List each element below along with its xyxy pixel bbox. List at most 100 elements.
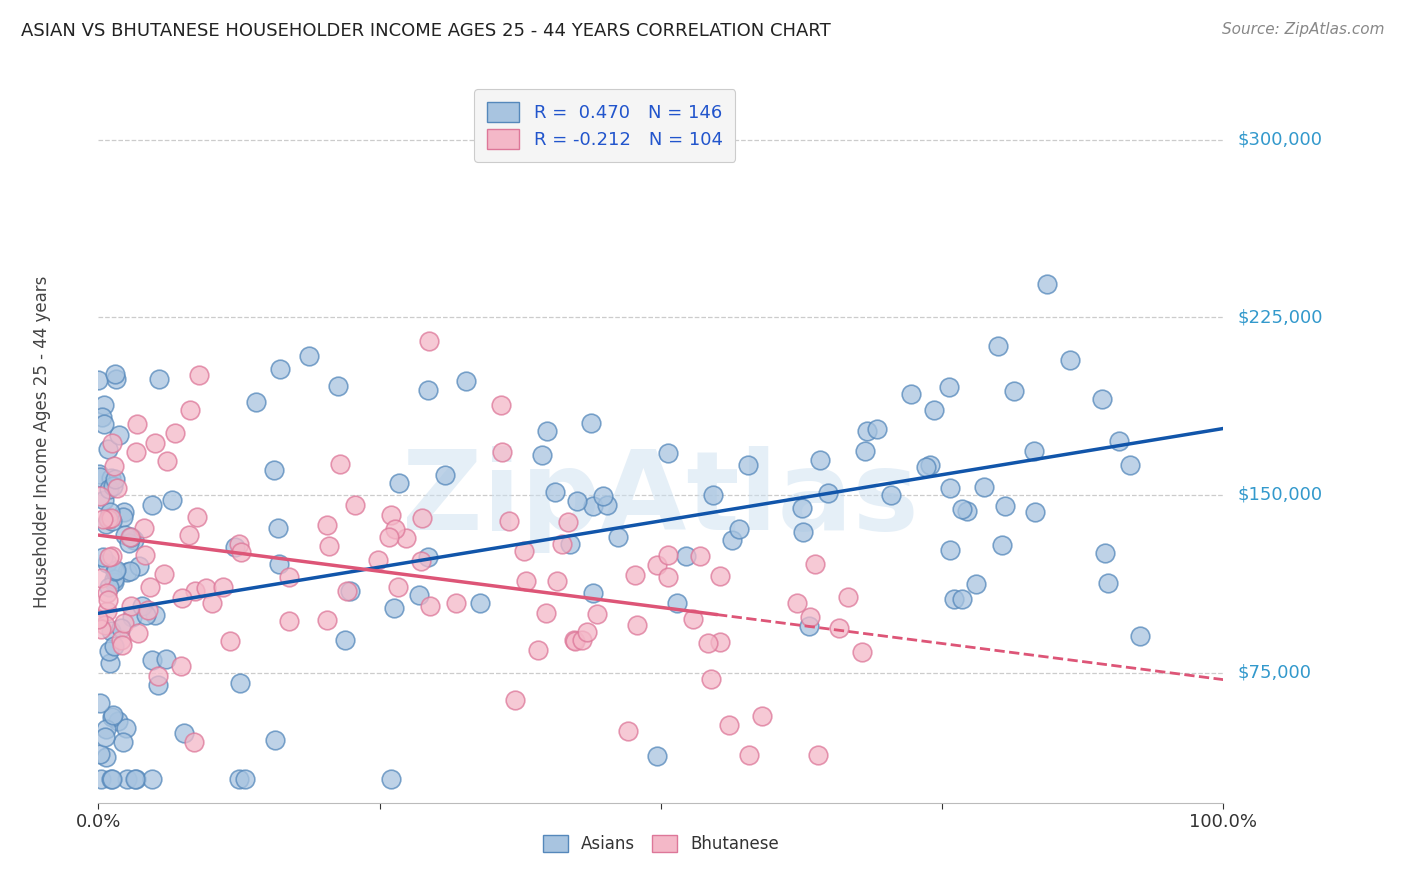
Point: [737, 458, 759, 472]
Point: [579, 416, 602, 430]
Point: [267, 521, 290, 535]
Point: [557, 515, 579, 529]
Point: [188, 368, 211, 383]
Point: [124, 772, 146, 786]
Point: [918, 458, 941, 472]
Point: [90, 622, 112, 636]
Point: [124, 533, 146, 548]
Point: [97, 581, 120, 595]
Point: [606, 530, 628, 544]
Point: [828, 622, 851, 636]
Point: [880, 487, 903, 501]
Point: [112, 505, 135, 519]
Point: [333, 632, 356, 647]
Point: [792, 500, 814, 515]
Point: [139, 580, 162, 594]
Point: [146, 678, 169, 692]
Point: [229, 676, 252, 690]
Point: [100, 549, 122, 563]
Point: [201, 596, 224, 610]
Point: [94, 722, 117, 736]
Point: [1097, 576, 1119, 591]
Point: [853, 443, 876, 458]
Point: [1108, 434, 1130, 448]
Point: [100, 471, 122, 485]
Point: [408, 588, 430, 602]
Point: [211, 580, 233, 594]
Point: [950, 591, 973, 606]
Point: [112, 509, 135, 524]
Point: [162, 492, 184, 507]
Point: [808, 453, 831, 467]
Text: $150,000: $150,000: [1237, 486, 1322, 504]
Point: [709, 635, 731, 649]
Point: [117, 565, 139, 579]
Point: [900, 387, 922, 401]
Point: [856, 424, 879, 438]
Point: [277, 614, 299, 628]
Point: [380, 508, 402, 522]
Point: [94, 516, 117, 531]
Point: [277, 570, 299, 584]
Point: [418, 550, 440, 565]
Point: [576, 624, 599, 639]
Point: [93, 417, 115, 431]
Point: [103, 458, 125, 473]
Point: [513, 544, 536, 558]
Point: [93, 618, 115, 632]
Point: [111, 639, 134, 653]
Point: [592, 489, 614, 503]
Point: [108, 428, 131, 442]
Point: [395, 531, 418, 545]
Point: [956, 503, 979, 517]
Point: [155, 652, 177, 666]
Point: [97, 593, 120, 607]
Point: [718, 718, 741, 732]
Point: [218, 634, 240, 648]
Point: [104, 564, 127, 578]
Point: [269, 557, 291, 571]
Point: [186, 510, 208, 524]
Point: [1002, 384, 1025, 398]
Point: [135, 608, 157, 623]
Point: [942, 591, 965, 606]
Point: [851, 645, 873, 659]
Point: [468, 596, 491, 610]
Point: [97, 549, 120, 564]
Point: [98, 511, 121, 525]
Point: [316, 518, 339, 533]
Point: [101, 514, 124, 528]
Text: $225,000: $225,000: [1237, 308, 1323, 326]
Point: [179, 402, 201, 417]
Point: [503, 693, 526, 707]
Point: [100, 656, 122, 670]
Point: [103, 640, 125, 654]
Point: [411, 511, 433, 525]
Point: [118, 536, 141, 550]
Point: [728, 522, 751, 536]
Point: [110, 621, 132, 635]
Point: [326, 378, 349, 392]
Point: [585, 607, 607, 622]
Point: [298, 349, 321, 363]
Point: [418, 383, 440, 397]
Point: [339, 584, 361, 599]
Point: [148, 372, 170, 386]
Point: [564, 634, 586, 648]
Point: [939, 542, 962, 557]
Point: [143, 607, 166, 622]
Point: [107, 714, 129, 728]
Point: [387, 580, 409, 594]
Point: [384, 522, 406, 536]
Point: [527, 642, 550, 657]
Point: [837, 590, 859, 604]
Point: [388, 475, 411, 490]
Point: [170, 659, 193, 673]
Point: [596, 498, 619, 512]
Point: [344, 498, 367, 512]
Point: [141, 772, 163, 786]
Point: [751, 709, 773, 723]
Point: [120, 530, 142, 544]
Point: [224, 540, 246, 554]
Point: [101, 479, 124, 493]
